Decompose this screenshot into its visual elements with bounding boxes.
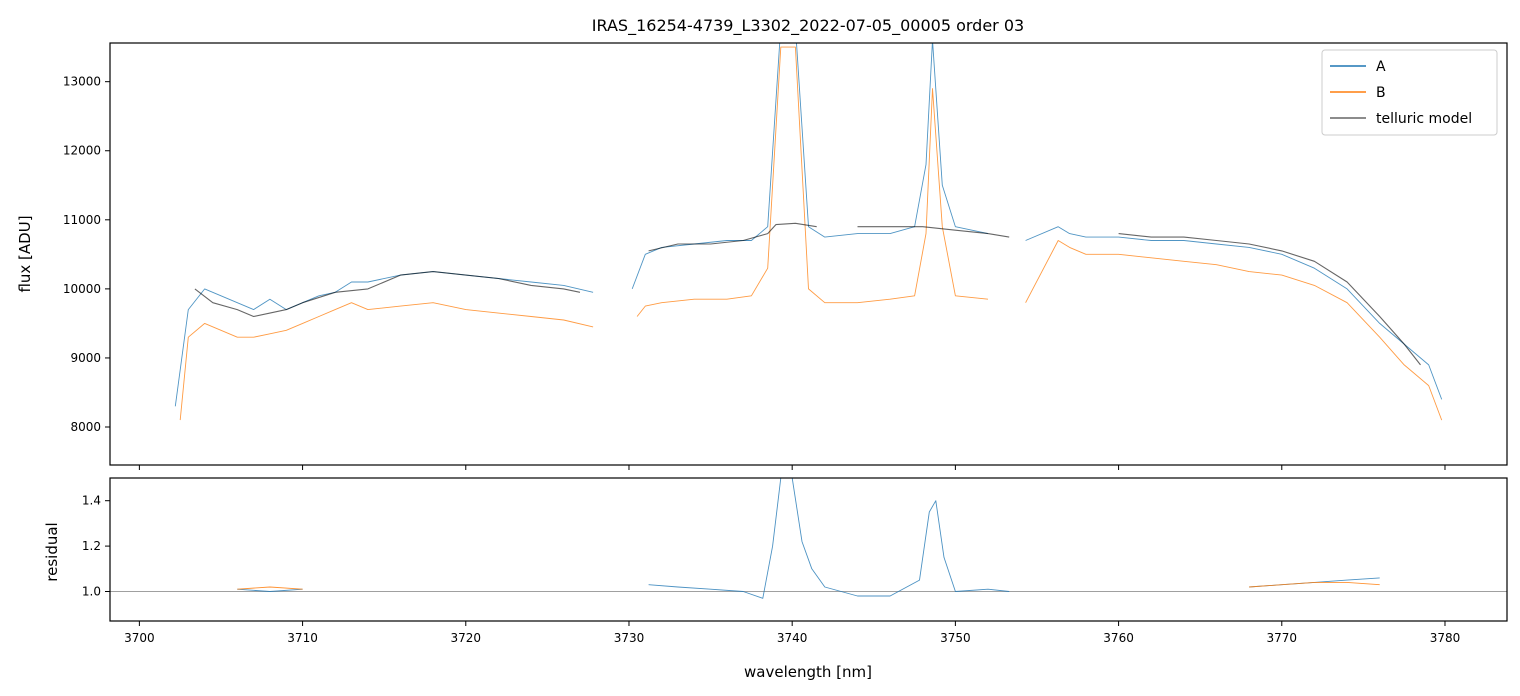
top-series-line-b (179, 46, 1443, 421)
top-y-tick-label: 11000 (63, 213, 101, 227)
bottom-axes-frame (109, 477, 1508, 622)
bottom-x-tick-label: 3740 (777, 631, 808, 645)
chart-title: IRAS_16254-4739_L3302_2022-07-05_00005 o… (592, 16, 1024, 36)
top-y-tick-label: 9000 (70, 351, 101, 365)
bottom-x-tick-label: 3730 (614, 631, 645, 645)
bottom-y-axis-label: residual (43, 522, 61, 581)
bottom-x-tick-label: 3710 (287, 631, 318, 645)
legend-label-telluric: telluric model (1376, 111, 1472, 127)
bottom-x-tick-label: 3780 (1430, 631, 1461, 645)
bottom-y-tick-label: 1.0 (82, 584, 101, 598)
top-series-line-telluric-model (194, 222, 1421, 366)
top-y-tick-label: 12000 (63, 144, 101, 158)
top-y-tick-label: 13000 (63, 75, 101, 89)
legend-label-b: B (1376, 85, 1386, 101)
top-plot-area: 8000 9000 10000 11000 12000 13000 (63, 42, 1508, 470)
bottom-x-tick-label: 3770 (1267, 631, 1298, 645)
bottom-y-tick-label: 1.4 (82, 494, 101, 508)
bottom-x-tick-label: 3750 (940, 631, 971, 645)
top-y-tick-label: 10000 (63, 282, 101, 296)
legend-label-a: A (1376, 59, 1386, 75)
bottom-x-tick-label: 3760 (1103, 631, 1134, 645)
bottom-x-tick-label: 3700 (124, 631, 155, 645)
legend: A B telluric model (1321, 49, 1498, 136)
bottom-x-tick-label: 3720 (451, 631, 482, 645)
top-y-axis-label: flux [ADU] (16, 215, 34, 292)
bottom-series-line-a (237, 478, 1420, 598)
top-series-line-a (174, 43, 1443, 407)
top-y-tick-label: 8000 (70, 420, 101, 434)
top-axes-frame (109, 42, 1508, 466)
bottom-plot-area: 1.0 1.2 1.4 3700 3710 3720 3730 3740 3750 3760 37… (82, 477, 1508, 645)
x-axis-label: wavelength [nm] (744, 663, 872, 681)
legend-box (1321, 49, 1498, 136)
bottom-y-tick-label: 1.2 (82, 539, 101, 553)
